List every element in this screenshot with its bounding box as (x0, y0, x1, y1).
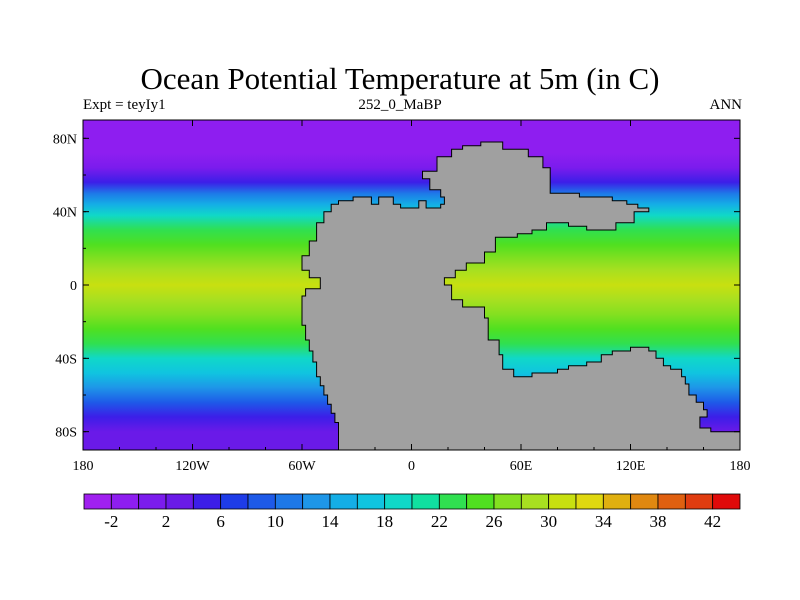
colorbar-bin (138, 493, 167, 510)
colorbar-bin (712, 493, 741, 510)
y-tick-label: 40S (55, 352, 77, 367)
x-tick-label: 120E (616, 459, 646, 474)
x-tick-label: 0 (408, 459, 415, 474)
colorbar: -2 2 6 10 14 18 22 26 30 34 38 42 (83, 493, 741, 531)
colorbar-bin (466, 493, 495, 510)
season-label: ANN (709, 97, 743, 113)
colorbar-bin (630, 493, 659, 510)
colorbar-bin (684, 493, 714, 510)
y-tick-label: 80N (53, 132, 77, 147)
y-tick-label: 80S (55, 426, 77, 441)
colorbar-label: 34 (595, 512, 613, 531)
axis-ticks: 180 120W 60W 0 60E 120E 180 80N 40N 0 40S 80S (53, 120, 751, 474)
colorbar-bin (411, 493, 440, 510)
colorbar-label: 38 (650, 512, 667, 531)
colorbar-label: 2 (162, 512, 171, 531)
x-tick-label: 180 (730, 459, 751, 474)
time-label: 252_0_MaBP (358, 97, 442, 113)
colorbar-label: 14 (322, 512, 340, 531)
x-tick-label: 120W (175, 459, 210, 474)
colorbar-bin (302, 493, 331, 510)
experiment-label: Expt = teyIy1 (83, 97, 166, 113)
colorbar-bin (520, 493, 550, 510)
colorbar-label: 6 (216, 512, 225, 531)
colorbar-label: 42 (704, 512, 721, 531)
colorbar-label: 22 (431, 512, 448, 531)
y-tick-label: 0 (70, 279, 77, 294)
colorbar-bin (602, 493, 632, 510)
colorbar-bin (329, 493, 358, 510)
colorbar-bin (192, 493, 222, 510)
colorbar-label: 18 (376, 512, 393, 531)
colorbar-bin (438, 493, 468, 510)
colorbar-label: 10 (267, 512, 284, 531)
colorbar-bin (83, 493, 112, 510)
colorbar-bin (247, 493, 276, 510)
colorbar-bin (548, 493, 577, 510)
colorbar-label: -2 (104, 512, 118, 531)
colorbar-bin (165, 493, 194, 510)
colorbar-bin (220, 493, 249, 510)
colorbar-bin (356, 493, 386, 510)
colorbar-bin (493, 493, 522, 510)
colorbar-bin (657, 493, 686, 510)
x-tick-label: 60W (288, 459, 316, 474)
colorbar-label: 26 (486, 512, 503, 531)
colorbar-bin (110, 493, 140, 510)
colorbar-bin (575, 493, 604, 510)
x-tick-label: 180 (73, 459, 94, 474)
y-tick-label: 40N (53, 206, 77, 221)
colorbar-bin (274, 493, 304, 510)
colorbar-label: 30 (540, 512, 557, 531)
colorbar-bin (384, 493, 413, 510)
chart-title: Ocean Potential Temperature at 5m (in C) (140, 61, 660, 96)
x-tick-label: 60E (510, 459, 533, 474)
map-area (83, 120, 740, 450)
land-mass (301, 141, 740, 450)
